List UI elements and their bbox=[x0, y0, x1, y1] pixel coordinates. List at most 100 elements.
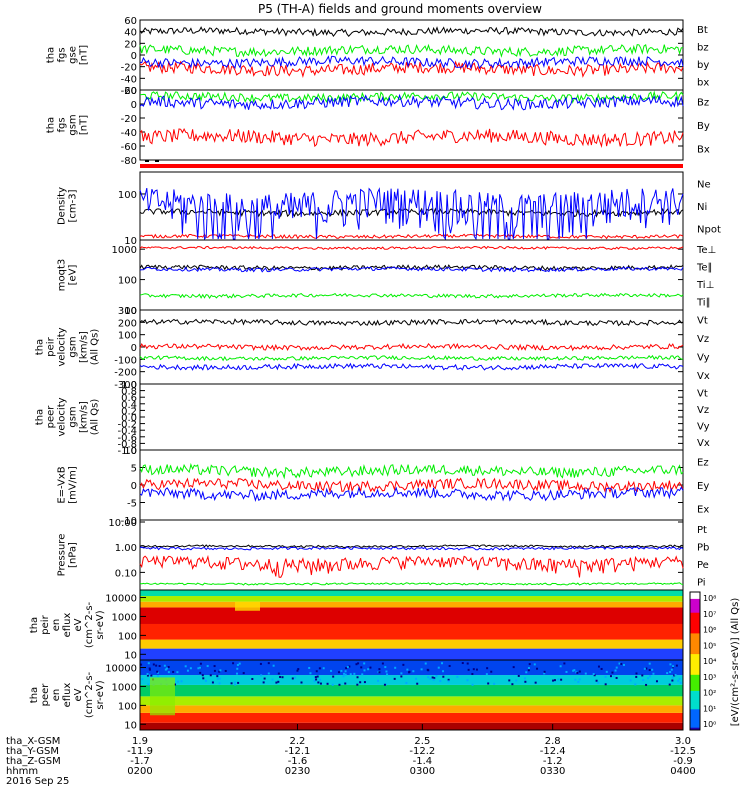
spectrum-speck bbox=[511, 683, 514, 686]
y-tick-label: 10 bbox=[124, 236, 137, 247]
panel-peir_eflux: 10000 1000 100 10 tha peir en eflux eV (cm^2-s-sr… bbox=[29, 589, 684, 661]
y-axis-label: Density bbox=[57, 187, 68, 225]
series-line-bx bbox=[139, 55, 684, 70]
spectrum-speck bbox=[316, 675, 319, 678]
y-tick-label: 10 bbox=[124, 446, 137, 457]
colorbar-cell bbox=[690, 601, 700, 604]
spectrum-speck bbox=[216, 677, 219, 680]
spectrum-speck bbox=[605, 670, 608, 673]
spectrum-speck bbox=[164, 668, 167, 671]
spectrum-speck bbox=[604, 683, 607, 686]
y-tick-label: -80 bbox=[121, 156, 137, 167]
spectrum-speck bbox=[597, 681, 600, 684]
spectrum-speck bbox=[172, 670, 175, 673]
spectrum-speck bbox=[147, 683, 150, 686]
spectrum-speck bbox=[402, 663, 405, 666]
spectrum-speck bbox=[508, 679, 511, 682]
y-axis-label: en bbox=[51, 689, 62, 702]
colorbar-cell bbox=[690, 592, 700, 595]
colorbar-cell bbox=[690, 665, 700, 669]
legend-label: Pe bbox=[697, 560, 709, 571]
spectrum-speck bbox=[527, 667, 530, 670]
spectrum-speck bbox=[251, 677, 254, 680]
spectrum-speck bbox=[349, 673, 352, 676]
colorbar-tick-label: 10² bbox=[703, 689, 716, 698]
spectrum-speck bbox=[189, 667, 192, 670]
y-axis-label: tha bbox=[46, 47, 57, 63]
spectrum-speck bbox=[487, 682, 490, 685]
series-line-Pe bbox=[139, 582, 684, 586]
spectrum-speck bbox=[318, 667, 321, 670]
spectrum-speck bbox=[369, 666, 372, 669]
spectrum-speck bbox=[622, 663, 625, 666]
legend-label: bx bbox=[697, 77, 709, 88]
series-line-Pi bbox=[139, 546, 684, 551]
spectrum-speck bbox=[167, 671, 170, 674]
spectrum-speck bbox=[356, 683, 359, 686]
colorbar-cell bbox=[690, 677, 700, 680]
spectrum-speck bbox=[340, 669, 343, 672]
x-tick-label: 3.0 bbox=[675, 736, 691, 747]
colorbar-cell bbox=[690, 702, 700, 706]
colorbar-cell bbox=[690, 612, 700, 616]
panel-temp: 1000 100 10 Te⊥ Te∥ Ti⊥ Ti∥ moqt3 [eV] bbox=[57, 239, 716, 317]
y-axis-label: [eV] bbox=[68, 265, 79, 286]
colorbar-cell bbox=[690, 598, 700, 602]
legend-label: Bt bbox=[697, 25, 708, 36]
spectrum-speck bbox=[649, 675, 652, 678]
spectrum-speck bbox=[338, 683, 341, 686]
panel-frame bbox=[139, 383, 684, 451]
y-tick-label: -60 bbox=[121, 142, 137, 153]
spectrum-speck bbox=[209, 674, 212, 677]
spectrum-speck bbox=[635, 675, 638, 678]
spectrum-speck bbox=[584, 672, 587, 675]
colorbar-cell bbox=[690, 704, 700, 708]
y-tick-label: 1000 bbox=[112, 612, 137, 623]
y-tick-label: -300 bbox=[114, 380, 137, 391]
spectrum-speck bbox=[427, 676, 430, 679]
spectrum-speck bbox=[572, 669, 575, 672]
y-tick-label: 0.10 bbox=[115, 568, 137, 579]
spectrum-speck bbox=[475, 668, 478, 671]
y-tick-label: 200 bbox=[118, 318, 137, 329]
y-tick-label: 1000 bbox=[112, 245, 137, 256]
colorbar-cell bbox=[690, 594, 700, 598]
spectrum-speck bbox=[176, 671, 179, 674]
y-axis-label: fgs bbox=[57, 47, 68, 62]
y-axis-label: [cm-3] bbox=[68, 189, 79, 222]
y-tick-label: -100 bbox=[114, 355, 137, 366]
spectrum-speck bbox=[331, 683, 334, 686]
spectrum-speck bbox=[668, 683, 671, 686]
y-tick-label: 20 bbox=[124, 86, 137, 97]
spectrum-band bbox=[140, 590, 683, 597]
spectrum-speck bbox=[536, 667, 539, 670]
spectrum-speck bbox=[642, 679, 645, 682]
x-tick-label: 2.8 bbox=[545, 736, 561, 747]
spectrum-speck bbox=[614, 669, 617, 672]
spectrum-band bbox=[140, 722, 683, 730]
colorbar-cell bbox=[690, 663, 700, 667]
spectrum-speck bbox=[315, 678, 318, 681]
colorbar-cell bbox=[690, 709, 700, 713]
spectrum-speck bbox=[528, 663, 531, 666]
spectrum-speck bbox=[384, 666, 387, 669]
colorbar-cell bbox=[690, 621, 700, 625]
spectrum-speck bbox=[235, 672, 238, 675]
spectrum-speck bbox=[271, 678, 274, 681]
spectrum-band bbox=[140, 639, 683, 649]
spectrum-speck bbox=[211, 681, 214, 684]
spectrum-speck bbox=[355, 663, 358, 666]
spectrum-speck bbox=[155, 664, 158, 667]
spectrum-speck bbox=[648, 669, 651, 672]
series-line-by bbox=[139, 43, 684, 58]
spectrum-speck bbox=[218, 677, 221, 680]
y-axis-label: (All Qs) bbox=[90, 399, 101, 436]
spectrum-speck bbox=[386, 673, 389, 676]
spectrum-speck bbox=[233, 681, 236, 684]
series-line-Ti∥ bbox=[139, 292, 684, 299]
spectrum-speck bbox=[592, 673, 595, 676]
spectrum-speck bbox=[199, 662, 202, 665]
spectrum-speck bbox=[332, 675, 335, 678]
spectrum-speck bbox=[472, 668, 475, 671]
colorbar-cell bbox=[690, 624, 700, 627]
